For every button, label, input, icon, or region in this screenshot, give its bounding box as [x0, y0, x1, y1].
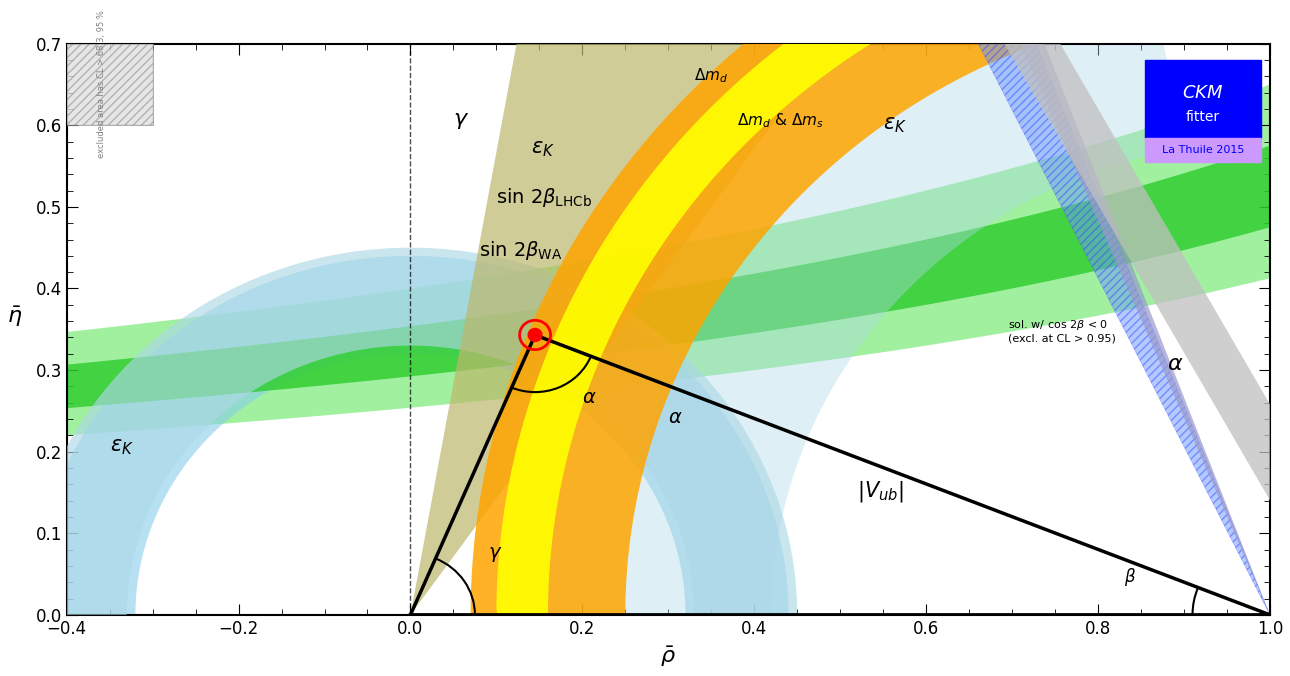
- Text: $\varepsilon_K$: $\varepsilon_K$: [884, 115, 907, 135]
- Polygon shape: [497, 0, 1269, 615]
- Text: $\beta$: $\beta$: [1124, 566, 1136, 588]
- Polygon shape: [23, 130, 1290, 412]
- FancyBboxPatch shape: [1146, 137, 1262, 162]
- FancyBboxPatch shape: [1146, 60, 1262, 137]
- Polygon shape: [1014, 28, 1269, 615]
- Text: $\Delta m_d$ & $\Delta m_s$: $\Delta m_d$ & $\Delta m_s$: [737, 112, 824, 130]
- Text: $\varepsilon_K$: $\varepsilon_K$: [110, 437, 133, 457]
- Polygon shape: [410, 0, 1149, 615]
- Y-axis label: $\bar{\eta}$: $\bar{\eta}$: [6, 305, 22, 329]
- Text: $|V_{ub}|$: $|V_{ub}|$: [858, 479, 904, 504]
- X-axis label: $\bar{\rho}$: $\bar{\rho}$: [660, 645, 676, 669]
- Text: $\alpha$: $\alpha$: [1166, 354, 1183, 374]
- Text: La Thuile 2015: La Thuile 2015: [1162, 145, 1244, 155]
- Polygon shape: [970, 28, 1269, 615]
- Polygon shape: [539, 0, 1183, 615]
- Polygon shape: [23, 247, 797, 615]
- Polygon shape: [995, 28, 1290, 574]
- Text: fitter: fitter: [1186, 110, 1220, 124]
- Text: sol. w/ cos 2$\beta$ < 0
(excl. at CL > 0.95): sol. w/ cos 2$\beta$ < 0 (excl. at CL > …: [1007, 318, 1116, 343]
- Text: $\gamma$: $\gamma$: [488, 545, 502, 564]
- Text: $\it{CKM}$: $\it{CKM}$: [1182, 84, 1223, 101]
- Text: $\alpha$: $\alpha$: [668, 408, 682, 427]
- Text: $\varepsilon_K$: $\varepsilon_K$: [530, 139, 555, 160]
- Polygon shape: [23, 68, 1290, 438]
- Text: sin 2$\beta_{\rm WA}$: sin 2$\beta_{\rm WA}$: [479, 239, 562, 262]
- Polygon shape: [471, 0, 1269, 615]
- Polygon shape: [32, 256, 788, 615]
- Polygon shape: [49, 28, 152, 125]
- Circle shape: [528, 329, 542, 341]
- Text: sin 2$\beta_{\rm LHCb}$: sin 2$\beta_{\rm LHCb}$: [497, 186, 592, 209]
- Text: $\gamma$: $\gamma$: [453, 112, 470, 131]
- Text: excluded area has CL > 68.3, 95 %: excluded area has CL > 68.3, 95 %: [97, 11, 106, 158]
- Text: $\alpha$: $\alpha$: [582, 388, 597, 407]
- Text: $\Delta m_d$: $\Delta m_d$: [694, 66, 728, 85]
